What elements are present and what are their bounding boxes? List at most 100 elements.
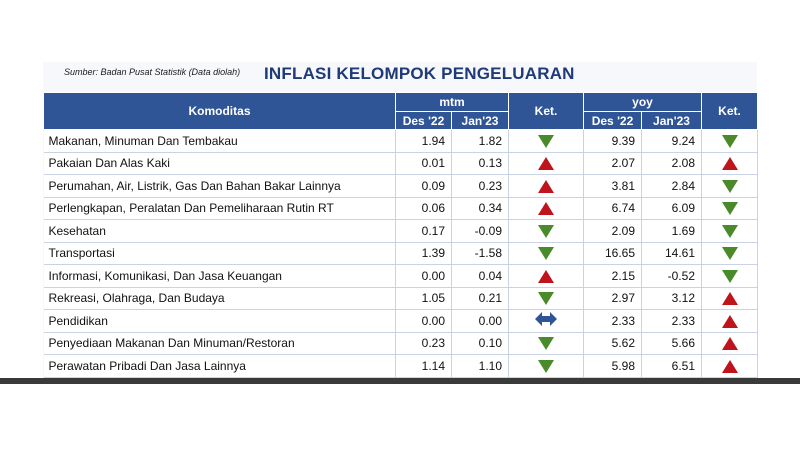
- mtm-ket: [508, 152, 584, 175]
- mtm-jan23-value: 0.10: [451, 332, 509, 355]
- yoy-des22-value: 5.62: [583, 332, 642, 355]
- arrow-down-icon: [721, 247, 738, 261]
- row-name: Penyediaan Makanan Dan Minuman/Restoran: [43, 332, 396, 355]
- arrow-up-icon: [538, 157, 554, 171]
- yoy-des22-value: 2.97: [583, 287, 642, 310]
- mtm-ket: [508, 129, 584, 153]
- mtm-ket: [508, 174, 584, 198]
- yoy-jan23-value: 2.33: [641, 309, 702, 333]
- arrow-up-icon: [721, 157, 738, 171]
- mtm-des22-value: 0.00: [395, 264, 452, 288]
- arrow-down-icon: [538, 292, 554, 306]
- yoy-des22-value: 2.33: [583, 309, 642, 333]
- yoy-ket: [701, 152, 758, 175]
- table-row: Penyediaan Makanan Dan Minuman/Restoran 0…: [43, 332, 758, 355]
- yoy-des22-value: 2.09: [583, 219, 642, 243]
- arrow-up-icon: [721, 292, 738, 306]
- mtm-des22-value: 1.05: [395, 287, 452, 310]
- mtm-des22-value: 0.01: [395, 152, 452, 175]
- mtm-jan23-value: -0.09: [451, 219, 509, 243]
- table-row: Rekreasi, Olahraga, Dan Budaya 1.05 0.21 2.…: [43, 287, 758, 310]
- arrow-down-icon: [721, 224, 738, 238]
- yoy-jan23-value: 2.84: [641, 174, 702, 198]
- yoy-ket: [701, 174, 758, 198]
- mtm-des22-value: 0.00: [395, 309, 452, 333]
- row-name: Informasi, Komunikasi, Dan Jasa Keuangan: [43, 264, 396, 288]
- header-komoditas: Komoditas: [43, 92, 396, 130]
- mtm-jan23-value: -1.58: [451, 242, 509, 265]
- arrow-up-icon: [538, 179, 554, 193]
- arrow-down-icon: [721, 179, 738, 193]
- mtm-des22-value: 1.14: [395, 354, 452, 378]
- table-row: Pendidikan 0.00 0.00 2.33 2.33: [43, 309, 758, 333]
- row-name: Makanan, Minuman Dan Tembakau: [43, 129, 396, 153]
- arrow-down-icon: [721, 269, 738, 283]
- mtm-des22-value: 0.09: [395, 174, 452, 198]
- table-row: Transportasi 1.39 -1.58 16.65 14.61: [43, 242, 758, 265]
- arrow-down-icon: [538, 134, 554, 148]
- yoy-ket: [701, 354, 758, 378]
- arrow-left-right-icon: [535, 312, 557, 329]
- mtm-ket: [508, 197, 584, 220]
- yoy-ket: [701, 309, 758, 333]
- mtm-ket: [508, 309, 584, 333]
- yoy-ket: [701, 219, 758, 243]
- arrow-up-icon: [538, 202, 554, 216]
- yoy-jan23-value: -0.52: [641, 264, 702, 288]
- mtm-jan23-value: 1.10: [451, 354, 509, 378]
- bottom-divider: [0, 378, 800, 384]
- yoy-jan23-value: 3.12: [641, 287, 702, 310]
- arrow-up-icon: [538, 269, 554, 283]
- header-mtm-des22: Des '22: [395, 111, 452, 130]
- yoy-ket: [701, 332, 758, 355]
- header-ket-mtm: Ket.: [508, 92, 584, 130]
- mtm-jan23-value: 0.21: [451, 287, 509, 310]
- mtm-ket: [508, 219, 584, 243]
- yoy-des22-value: 6.74: [583, 197, 642, 220]
- table-row: Kesehatan 0.17 -0.09 2.09 1.69: [43, 219, 758, 243]
- source-note: Sumber: Badan Pusat Statistik (Data diol…: [64, 67, 241, 77]
- yoy-jan23-value: 14.61: [641, 242, 702, 265]
- table-row: Makanan, Minuman Dan Tembakau 1.94 1.82 9.3…: [43, 129, 758, 153]
- yoy-ket: [701, 287, 758, 310]
- mtm-des22-value: 0.17: [395, 219, 452, 243]
- table-row: Perawatan Pribadi Dan Jasa Lainnya 1.14 1.…: [43, 354, 758, 378]
- yoy-ket: [701, 197, 758, 220]
- arrow-down-icon: [538, 224, 554, 238]
- row-name: Perumahan, Air, Listrik, Gas Dan Bahan B…: [43, 174, 396, 198]
- table-row: Informasi, Komunikasi, Dan Jasa Keuangan…: [43, 264, 758, 288]
- mtm-ket: [508, 354, 584, 378]
- mtm-jan23-value: 0.00: [451, 309, 509, 333]
- yoy-jan23-value: 9.24: [641, 129, 702, 153]
- yoy-ket: [701, 242, 758, 265]
- arrow-down-icon: [538, 359, 554, 373]
- yoy-des22-value: 9.39: [583, 129, 642, 153]
- row-name: Pakaian Dan Alas Kaki: [43, 152, 396, 175]
- header-mtm-jan23: Jan'23: [451, 111, 509, 130]
- yoy-ket: [701, 264, 758, 288]
- yoy-jan23-value: 6.51: [641, 354, 702, 378]
- arrow-down-icon: [721, 134, 738, 148]
- page-title: INFLASI KELOMPOK PENGELUARAN: [264, 64, 575, 83]
- arrow-up-icon: [721, 337, 738, 351]
- table-row: Perlengkapan, Peralatan Dan Pemeliharaan…: [43, 197, 758, 220]
- mtm-jan23-value: 0.13: [451, 152, 509, 175]
- mtm-ket: [508, 332, 584, 355]
- header-mtm: mtm: [395, 92, 509, 112]
- header-yoy-des22: Des '22: [583, 111, 642, 130]
- yoy-des22-value: 3.81: [583, 174, 642, 198]
- yoy-des22-value: 2.07: [583, 152, 642, 175]
- header-yoy-jan23: Jan'23: [641, 111, 702, 130]
- mtm-jan23-value: 1.82: [451, 129, 509, 153]
- arrow-down-icon: [538, 337, 554, 351]
- arrow-up-icon: [721, 314, 738, 328]
- header-yoy: yoy: [583, 92, 702, 112]
- table-row: Perumahan, Air, Listrik, Gas Dan Bahan B…: [43, 174, 758, 198]
- yoy-jan23-value: 2.08: [641, 152, 702, 175]
- yoy-des22-value: 5.98: [583, 354, 642, 378]
- mtm-ket: [508, 242, 584, 265]
- row-name: Perawatan Pribadi Dan Jasa Lainnya: [43, 354, 396, 378]
- yoy-des22-value: 16.65: [583, 242, 642, 265]
- yoy-jan23-value: 1.69: [641, 219, 702, 243]
- mtm-ket: [508, 264, 584, 288]
